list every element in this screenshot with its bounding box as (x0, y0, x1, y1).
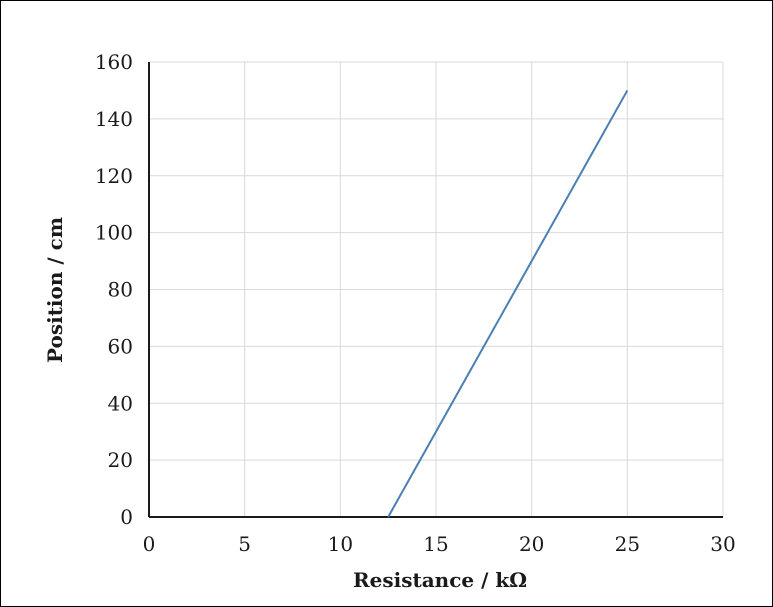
y-tick-label: 60 (108, 334, 133, 358)
x-tick-label: 30 (710, 532, 735, 556)
y-tick-label: 80 (108, 278, 133, 302)
series-group (387, 89, 629, 518)
x-tick-label: 10 (328, 532, 353, 556)
x-tick-label: 5 (238, 532, 251, 556)
y-tick-label: 0 (120, 505, 133, 529)
y-tick-label: 40 (108, 391, 133, 415)
x-axis-title: Resistance / kΩ (353, 568, 527, 592)
x-tick-label: 0 (143, 532, 156, 556)
x-tick-label: 25 (615, 532, 640, 556)
y-tick-label: 160 (95, 50, 133, 74)
x-tick-labels: 0 5 10 15 20 25 30 (143, 532, 736, 556)
y-tick-labels: 0 20 40 60 80 100 120 140 160 (95, 50, 133, 529)
series-line (387, 89, 629, 518)
y-tick-label: 140 (95, 107, 133, 131)
y-tick-label: 20 (108, 448, 133, 472)
y-tick-label: 120 (95, 164, 133, 188)
grid (149, 61, 724, 517)
y-tick-label: 100 (95, 221, 133, 245)
y-axis-title: Position / cm (43, 217, 67, 363)
x-tick-label: 15 (423, 532, 448, 556)
x-tick-label: 20 (519, 532, 544, 556)
